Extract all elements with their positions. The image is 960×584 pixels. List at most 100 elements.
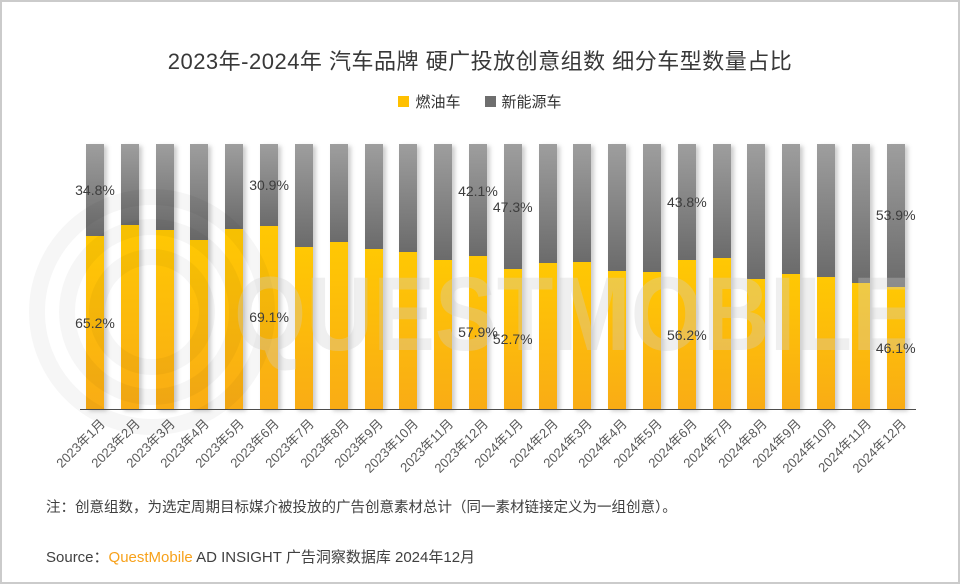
bar-2024年9月 bbox=[782, 144, 801, 409]
segment-nev bbox=[573, 144, 592, 263]
bar-2024年5月 bbox=[643, 144, 661, 409]
segment-nev bbox=[677, 144, 696, 261]
segment-fuel bbox=[225, 229, 244, 409]
bar-2023年3月 bbox=[155, 144, 174, 409]
segment-nev bbox=[260, 144, 279, 226]
legend-item-nev: 新能源车 bbox=[484, 91, 562, 112]
segment-fuel bbox=[399, 252, 418, 409]
x-axis-line bbox=[80, 409, 916, 410]
segment-fuel bbox=[538, 262, 557, 409]
segment-fuel bbox=[468, 255, 487, 409]
bar-2024年3月 bbox=[573, 144, 592, 409]
data-label-nev: 30.9% bbox=[249, 176, 289, 193]
data-label-fuel: 56.2% bbox=[666, 326, 707, 343]
segment-nev bbox=[190, 144, 209, 241]
data-label-fuel: 65.2% bbox=[75, 314, 115, 331]
bar-2024年2月 bbox=[538, 144, 557, 409]
bar-2023年1月: 34.8% 65.2% bbox=[75, 144, 115, 409]
legend-label-nev: 新能源车 bbox=[501, 94, 562, 111]
legend-item-fuel: 燃油车 bbox=[398, 91, 461, 112]
segment-nev bbox=[851, 144, 870, 284]
segment-fuel bbox=[886, 286, 905, 409]
bar-2023年12月: 42.1% 57.9% bbox=[458, 144, 498, 409]
segment-fuel bbox=[190, 240, 209, 409]
data-label-fuel: 52.7% bbox=[492, 331, 533, 348]
segment-nev bbox=[886, 144, 905, 287]
bar-2024年10月 bbox=[817, 144, 836, 409]
segment-fuel bbox=[434, 259, 453, 409]
segment-nev bbox=[538, 144, 557, 263]
x-axis-labels: 2023年1月 2023年2月 2023年3月 2023年4月 2023年5月 2023年… bbox=[53, 414, 909, 489]
segment-fuel bbox=[817, 277, 836, 409]
segment-nev bbox=[399, 144, 418, 253]
data-label-nev: 47.3% bbox=[492, 198, 533, 215]
bar-2024年7月 bbox=[712, 144, 731, 409]
data-label-nev: 42.1% bbox=[458, 182, 498, 199]
bar-2023年8月 bbox=[329, 144, 348, 409]
segment-fuel bbox=[573, 262, 592, 409]
segment-fuel bbox=[608, 270, 627, 409]
bar-2023年9月 bbox=[364, 144, 383, 409]
bar-2024年8月 bbox=[747, 144, 766, 409]
segment-nev bbox=[364, 144, 383, 250]
segment-fuel bbox=[155, 230, 174, 409]
segment-nev bbox=[747, 144, 766, 279]
plot-area: 34.8% 65.2% 30.9% 69.1% 42.1% 57.9% 47.3% 52.7%… bbox=[75, 144, 916, 409]
legend-swatch-fuel-icon bbox=[398, 96, 410, 107]
data-label-fuel: 57.9% bbox=[458, 324, 498, 341]
segment-nev bbox=[503, 144, 522, 270]
bar-2023年6月: 30.9% 69.1% bbox=[249, 144, 289, 409]
segment-nev bbox=[817, 144, 836, 278]
segment-nev bbox=[86, 144, 104, 237]
segment-nev bbox=[329, 144, 348, 242]
bar-2023年4月 bbox=[190, 144, 209, 409]
segment-fuel bbox=[782, 274, 801, 409]
data-label-fuel: 69.1% bbox=[249, 309, 289, 326]
segment-nev bbox=[434, 144, 453, 260]
data-label-nev: 34.8% bbox=[75, 182, 115, 199]
segment-fuel bbox=[364, 249, 383, 409]
data-label-fuel: 46.1% bbox=[875, 339, 916, 356]
bar-2024年11月 bbox=[851, 144, 870, 409]
segment-fuel bbox=[120, 224, 139, 409]
chart-legend: 燃油车 新能源车 bbox=[2, 91, 958, 112]
segment-nev bbox=[225, 144, 244, 230]
segment-nev bbox=[120, 144, 139, 225]
legend-swatch-nev-icon bbox=[484, 96, 496, 107]
segment-nev bbox=[155, 144, 174, 231]
segment-nev bbox=[608, 144, 627, 271]
segment-nev bbox=[294, 144, 313, 247]
bar-2023年11月 bbox=[434, 144, 453, 409]
segment-fuel bbox=[329, 241, 348, 409]
data-label-nev: 43.8% bbox=[666, 194, 707, 211]
segment-fuel bbox=[294, 246, 313, 409]
segment-fuel bbox=[747, 278, 766, 409]
legend-label-fuel: 燃油车 bbox=[415, 94, 461, 111]
bar-2024年6月: 43.8% 56.2% bbox=[667, 144, 707, 409]
footnote: 注：创意组数，为选定周期目标媒介被投放的广告创意素材总计（同一素材链接定义为一组… bbox=[46, 500, 677, 516]
bar-2024年1月: 47.3% 52.7% bbox=[493, 144, 533, 409]
bar-2024年12月: 53.9% 46.1% bbox=[876, 144, 916, 409]
segment-fuel bbox=[503, 269, 522, 409]
segment-fuel bbox=[677, 260, 696, 409]
bar-2023年7月 bbox=[294, 144, 313, 409]
segment-fuel bbox=[86, 236, 104, 409]
data-label-nev: 53.9% bbox=[875, 207, 916, 224]
segment-fuel bbox=[851, 283, 870, 409]
segment-fuel bbox=[643, 271, 661, 409]
bar-2024年4月 bbox=[608, 144, 627, 409]
segment-fuel bbox=[712, 258, 731, 409]
segment-nev bbox=[468, 144, 487, 256]
source-prefix: Source： bbox=[46, 549, 109, 566]
bar-2023年5月 bbox=[225, 144, 244, 409]
source-suffix: AD INSIGHT 广告洞察数据库 2024年12月 bbox=[192, 549, 476, 566]
source-line: Source：QuestMobile AD INSIGHT 广告洞察数据库 20… bbox=[46, 546, 475, 567]
bar-2023年2月 bbox=[120, 144, 139, 409]
chart-title: 2023年-2024年 汽车品牌 硬广投放创意组数 细分车型数量占比 bbox=[167, 49, 793, 74]
segment-nev bbox=[643, 144, 661, 272]
segment-fuel bbox=[260, 225, 279, 409]
bar-2023年10月 bbox=[399, 144, 418, 409]
source-brand: QuestMobile bbox=[108, 549, 193, 566]
segment-nev bbox=[782, 144, 801, 275]
